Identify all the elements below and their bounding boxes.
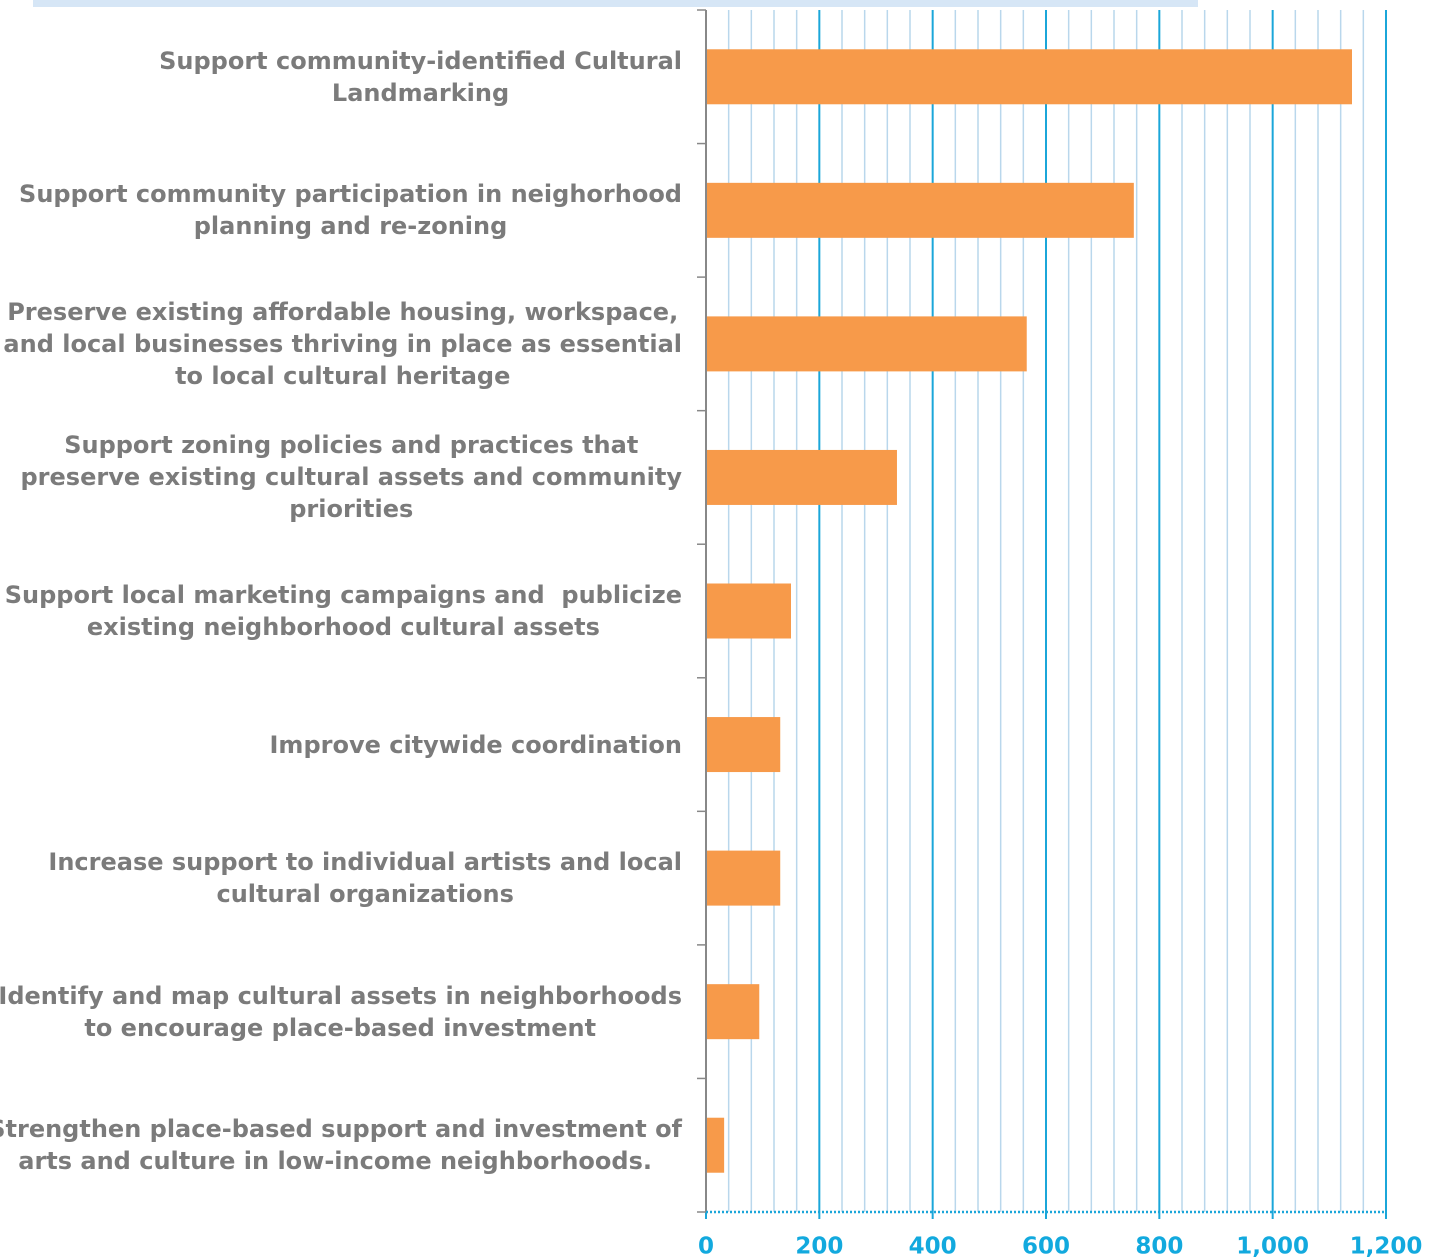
bar: [706, 1117, 725, 1173]
x-tick-label: 200: [795, 1234, 843, 1258]
bar: [706, 717, 781, 773]
y-tick-label: Support zoning policies and practices th…: [20, 431, 683, 524]
x-tick-label: 400: [909, 1234, 957, 1258]
top-band: [33, 0, 1198, 7]
bar: [706, 449, 897, 505]
bar: [706, 583, 791, 639]
x-tick-label: 0: [698, 1234, 714, 1258]
bar: [706, 182, 1134, 238]
x-tick-label: 600: [1022, 1234, 1070, 1258]
x-tick-label: 1,200: [1350, 1234, 1423, 1258]
bar: [706, 49, 1352, 105]
bar: [706, 316, 1027, 372]
y-tick-label: Improve citywide coordination: [269, 730, 683, 759]
y-tick-label: Strengthen place-based support and inves…: [0, 1115, 682, 1176]
y-tick-label: Identify and map cultural assets in neig…: [0, 981, 682, 1042]
x-tick-label: 1,000: [1236, 1234, 1309, 1258]
y-tick-label: Increase support to individual artists a…: [48, 848, 682, 909]
bar: [706, 850, 781, 906]
y-tick-label: Support local marketing campaigns and pu…: [4, 581, 682, 641]
y-tick-label: Support community participation in neigh…: [19, 180, 682, 241]
bar: [706, 984, 760, 1040]
y-tick-label: Preserve existing affordable housing, wo…: [3, 297, 682, 390]
x-tick-label: 800: [1135, 1234, 1183, 1258]
y-tick-label: Support community-identified Cultural La…: [159, 46, 682, 107]
